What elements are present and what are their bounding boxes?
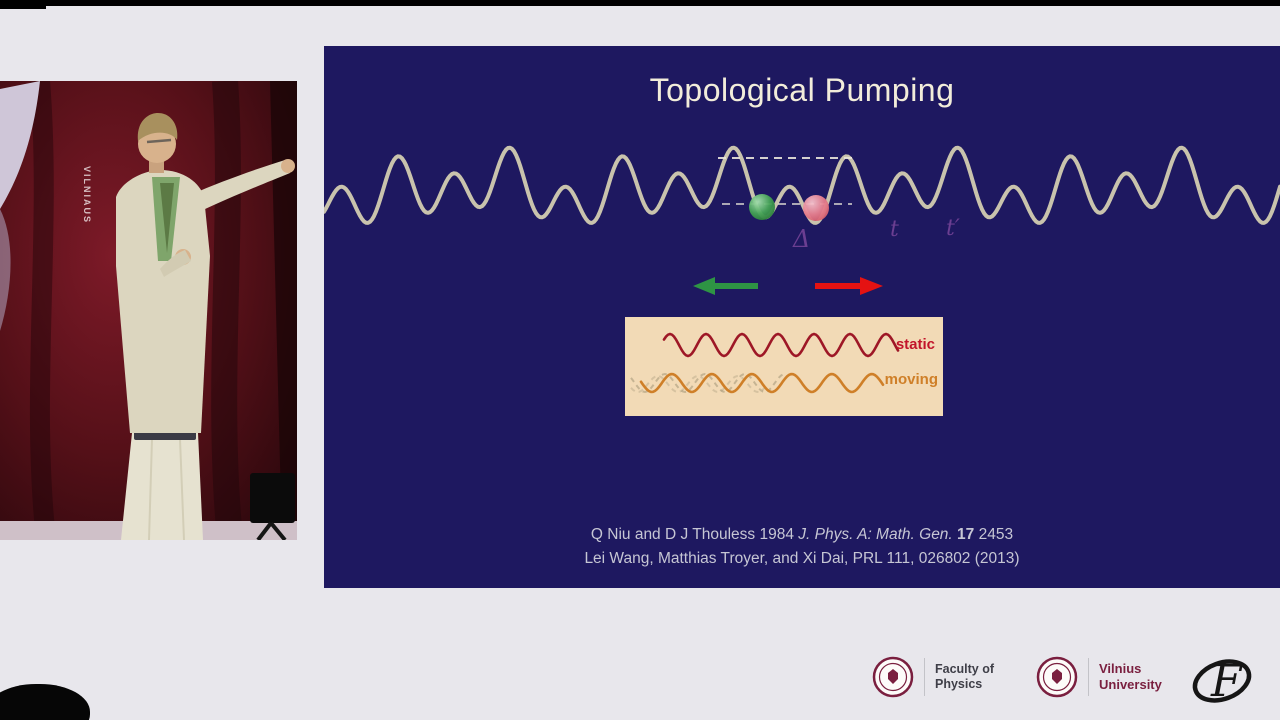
vu-seal-icon [872,656,914,698]
stand-leg [256,521,273,540]
physics-f-logomark: F [1188,650,1256,712]
right-arrow [815,277,883,295]
moving-wave-ghost [630,375,766,393]
university-label-line1: Vilnius [1099,661,1142,676]
slide-graphics [324,145,1280,295]
citation-1-pages: 2453 [974,526,1014,543]
dark-edge [270,81,297,540]
citation-line-2: Lei Wang, Matthias Troyer, and Xi Dai, P… [584,550,1020,567]
logo-divider [924,658,925,696]
lattice-inset-panel: static moving [625,317,943,416]
pink-particle [803,195,829,221]
vu-seal-icon [1036,656,1078,698]
hair [137,113,178,141]
lattice-potential-wave [324,145,1280,225]
speaker-photo [0,81,297,540]
inset-waves [630,332,900,394]
faculty-label-line2: Physics [935,677,983,691]
slide-title: Topological Pumping [649,72,955,108]
university-label-line2: University [1099,677,1162,692]
citation-1-volume: 17 [952,526,975,543]
top-left-black-notch [0,0,46,9]
logo-divider [1088,658,1089,696]
delta-label: Δ [793,225,811,253]
citation-line-1: Q Niu and D J Thouless 1984 J. Phys. A: … [324,524,1280,545]
glasses [146,138,172,144]
static-label: static [895,336,935,353]
citation-1-journal: J. Phys. A: Math. Gen. [798,526,953,543]
pointing-arm [190,160,290,212]
citations: Q Niu and D J Thouless 1984 J. Phys. A: … [324,524,1280,572]
stand-leg [269,521,287,540]
moving-wave-ghost [630,372,786,394]
moving-wave-path [639,372,885,394]
jacket [116,170,210,433]
curtain-fold [211,81,243,540]
moving-label: moving [884,371,938,388]
presenter-figure [116,113,295,540]
script-f-icon: F [1192,656,1252,707]
banner-flag-lower [0,209,11,331]
f-glyph: F [1210,656,1243,707]
banner-vertical-text: VILNIAUS [82,166,92,225]
speaker-monitor-box [250,473,295,523]
hand [281,159,295,173]
static-wave-path [662,332,900,358]
vilnius-university-logo: Vilnius University [1036,656,1162,698]
audience-head-silhouette [0,684,90,720]
presentation-slide: Topological Pumping [324,46,1280,588]
top-letterbox-bar [0,0,1280,6]
faculty-of-physics-logo: Faculty of Physics [872,656,994,698]
t-label: t [890,217,899,242]
green-particle [749,194,775,220]
faculty-label-line1: Faculty of [935,662,995,676]
t-prime-label: t′ [946,216,960,241]
speaker-video-feed: VILNIAUS [0,81,297,540]
left-arrow [693,277,758,295]
curtain-fold [29,81,56,540]
banner-flag [0,81,40,209]
citation-1-authors: Q Niu and D J Thouless 1984 [590,526,799,543]
